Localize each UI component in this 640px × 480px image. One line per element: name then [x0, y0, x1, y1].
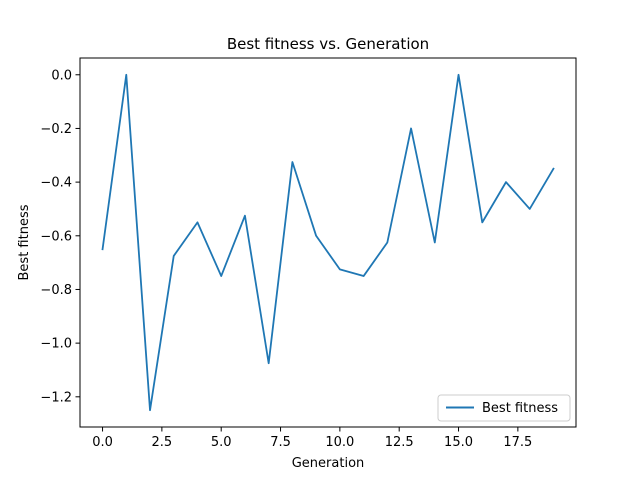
x-tick-label: 5.0	[211, 435, 232, 450]
x-tick-label: 2.5	[152, 435, 173, 450]
y-tick-label: −1.2	[40, 390, 72, 405]
y-tick-label: −0.8	[40, 283, 72, 298]
plot-area	[80, 58, 576, 427]
x-tick-label: 10.0	[325, 435, 354, 450]
y-axis-title: Best fitness	[17, 204, 32, 280]
series-layer	[101, 73, 555, 412]
plot-frame	[79, 57, 577, 428]
legend-label: Best fitness	[482, 401, 558, 416]
y-tick-label: −0.4	[40, 176, 72, 191]
x-axis-title: Generation	[292, 456, 365, 471]
y-tick-label: −0.2	[40, 122, 72, 137]
legend: Best fitness	[437, 394, 571, 422]
chart-title: Best fitness vs. Generation	[227, 35, 429, 53]
legend-box	[437, 394, 571, 422]
x-tick-label: 0.0	[92, 435, 113, 450]
x-axis: 0.0 2.5 5.0 7.5 10.0 12.5 15.0 17.5	[92, 427, 532, 450]
y-tick-label: 0.0	[51, 68, 72, 83]
x-tick-label: 17.5	[503, 435, 532, 450]
y-axis: 0.0 −0.2 −0.4 −0.6 −0.8 −1.0 −1.2	[40, 68, 80, 405]
y-tick-label: −1.0	[40, 337, 72, 352]
series-line	[101, 73, 555, 412]
x-tick-label: 12.5	[385, 435, 414, 450]
x-tick-label: 15.0	[444, 435, 473, 450]
y-tick-label: −0.6	[40, 229, 72, 244]
x-tick-label: 7.5	[270, 435, 291, 450]
